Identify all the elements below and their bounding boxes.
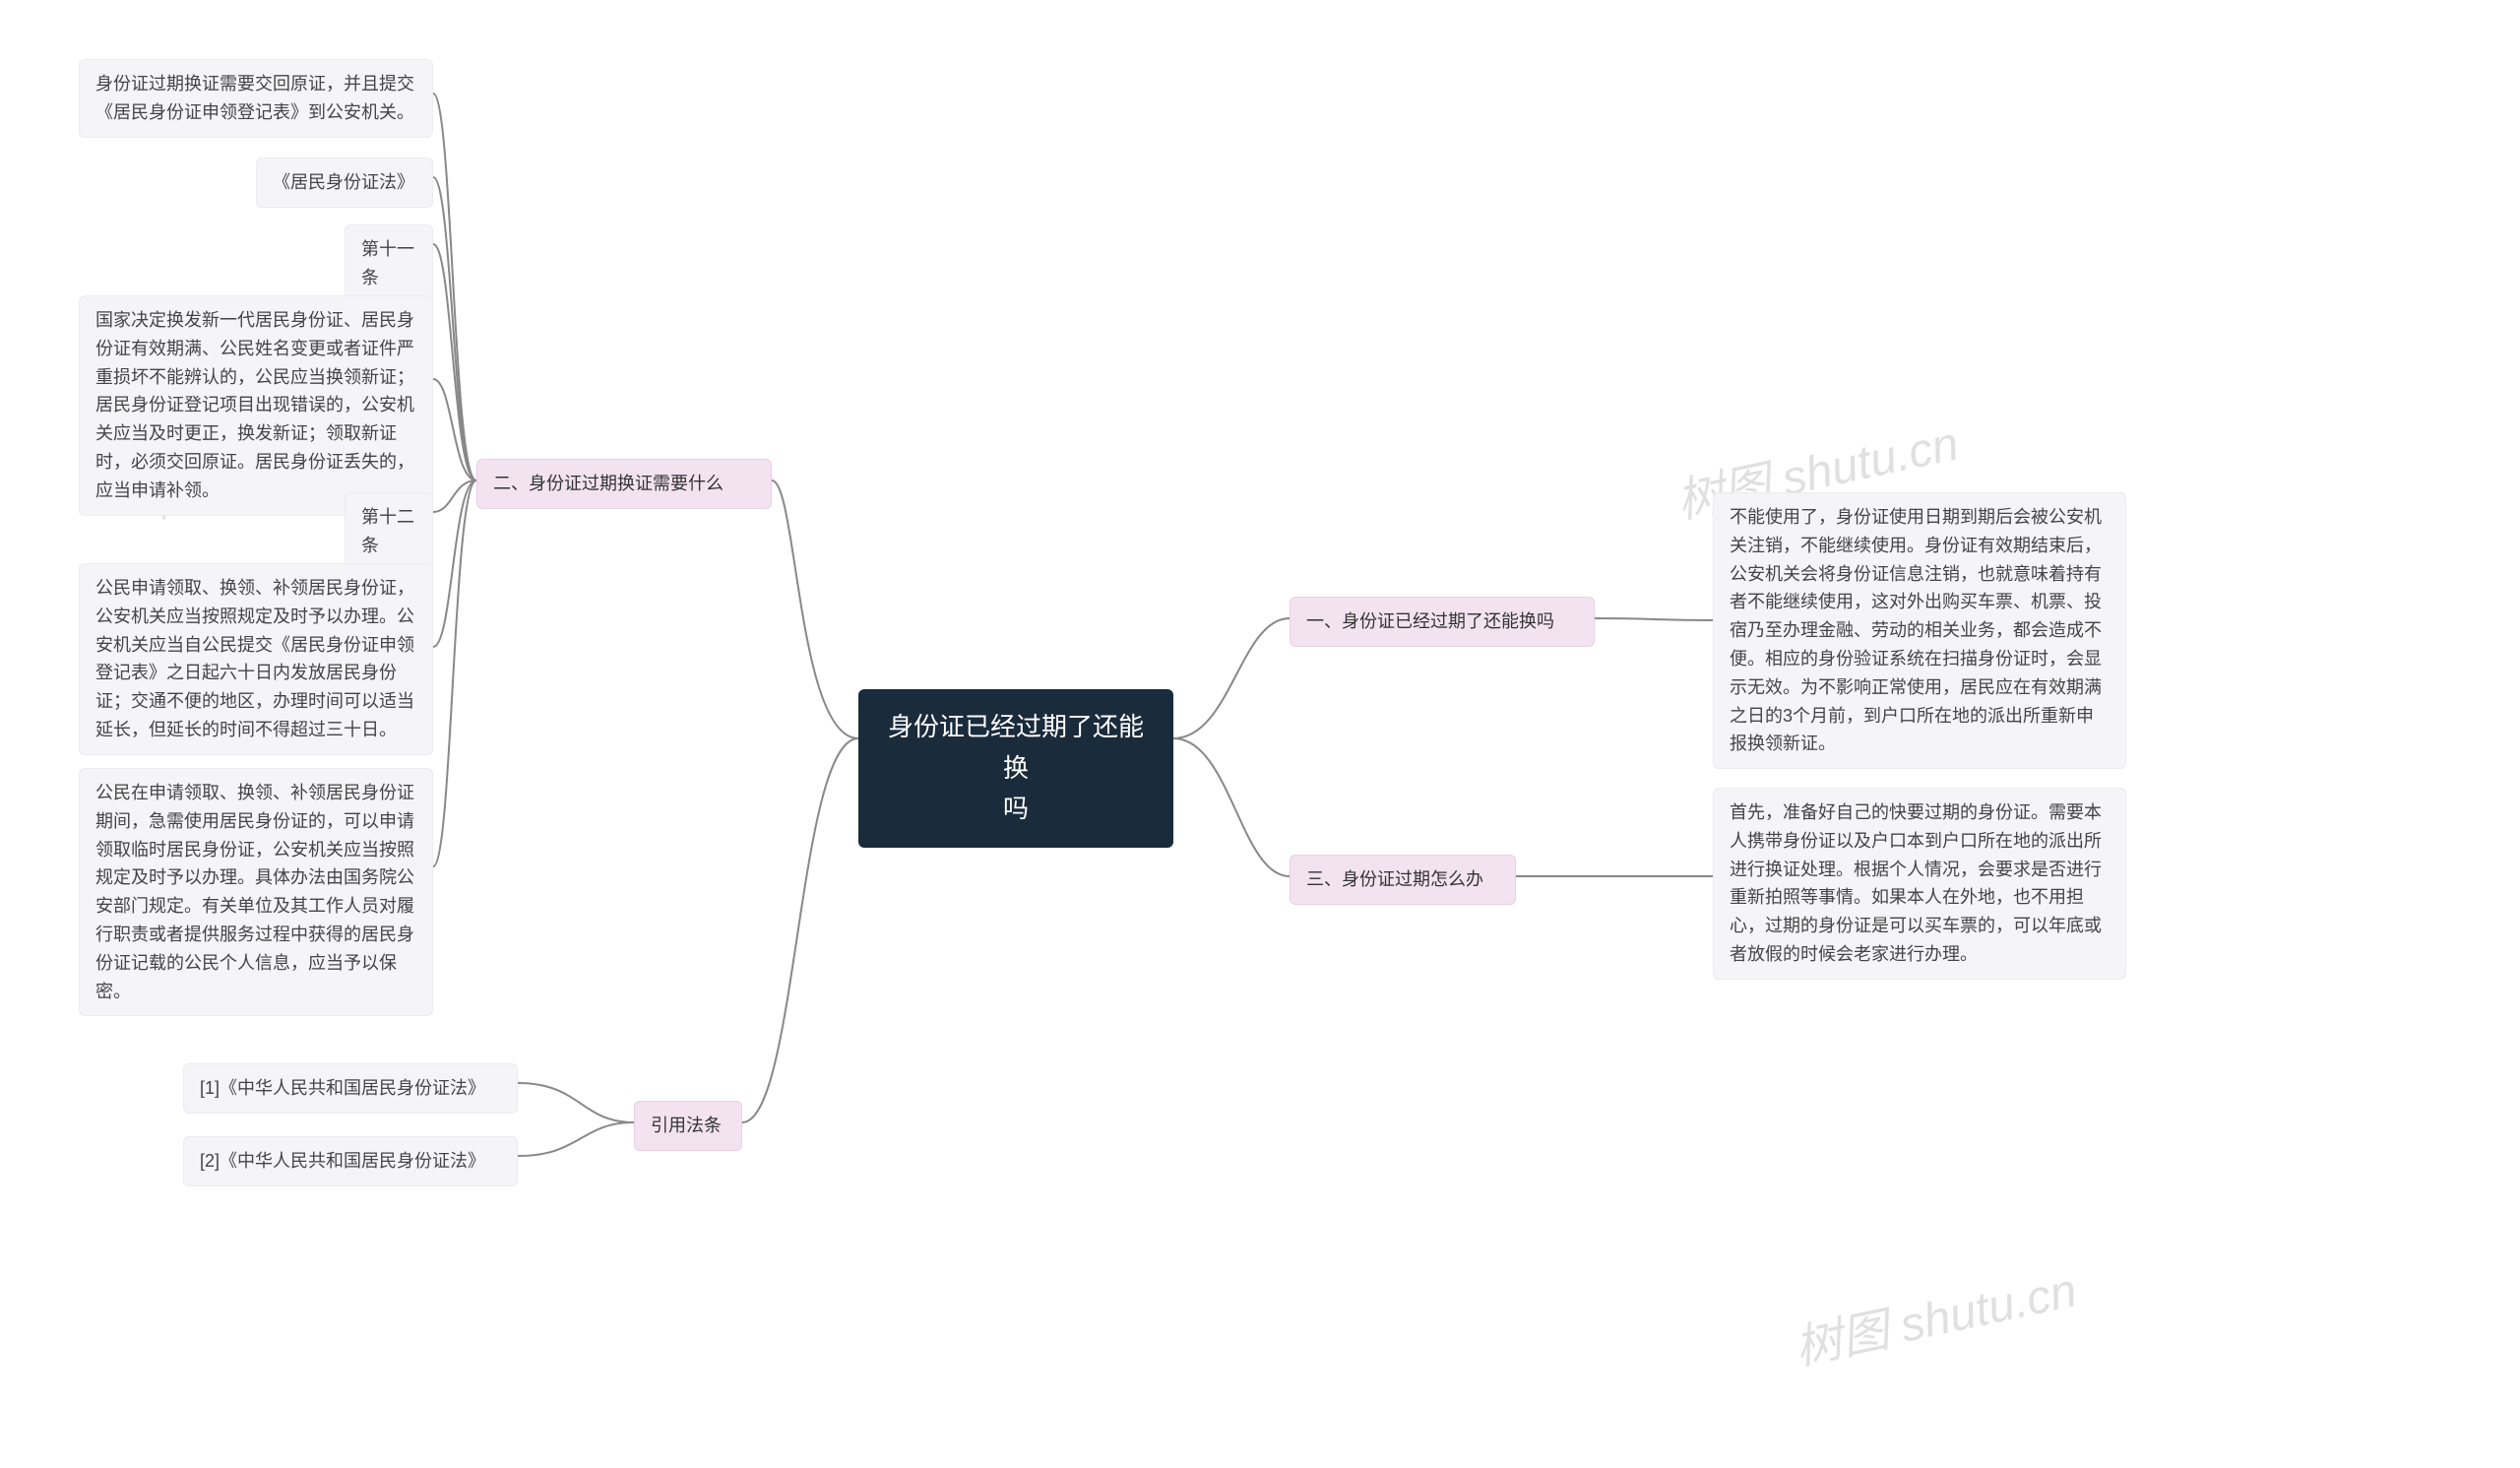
branch-label: 二、身份证过期换证需要什么 <box>493 474 724 493</box>
leaf-text: 公民在申请领取、换领、补领居民身份证期间，急需使用居民身份证的，可以申请领取临时… <box>95 783 414 1001</box>
leaf-text: 第十一条 <box>361 239 414 287</box>
leaf-l1-g[interactable]: 公民在申请领取、换领、补领居民身份证期间，急需使用居民身份证的，可以申请领取临时… <box>79 768 433 1016</box>
branch-right-2[interactable]: 三、身份证过期怎么办 <box>1290 855 1516 905</box>
branch-right-1[interactable]: 一、身份证已经过期了还能换吗 <box>1290 597 1595 647</box>
leaf-text: 首先，准备好自己的快要过期的身份证。需要本人携带身份证以及户口本到户口所在地的派… <box>1730 802 2102 964</box>
leaf-text: 国家决定换发新一代居民身份证、居民身份证有效期满、公民姓名变更或者证件严重损坏不… <box>95 310 414 500</box>
branch-left-2[interactable]: 引用法条 <box>634 1101 742 1151</box>
leaf-l1-d[interactable]: 国家决定换发新一代居民身份证、居民身份证有效期满、公民姓名变更或者证件严重损坏不… <box>79 295 433 516</box>
leaf-l1-b[interactable]: 《居民身份证法》 <box>256 158 433 208</box>
leaf-l1-e[interactable]: 第十二条 <box>345 492 433 571</box>
root-node[interactable]: 身份证已经过期了还能换 吗 <box>858 689 1173 848</box>
leaf-l2-a[interactable]: [1]《中华人民共和国居民身份证法》 <box>183 1063 518 1114</box>
leaf-l1-f[interactable]: 公民申请领取、换领、补领居民身份证，公安机关应当按照规定及时予以办理。公安机关应… <box>79 563 433 755</box>
leaf-text: 身份证过期换证需要交回原证，并且提交《居民身份证申领登记表》到公安机关。 <box>95 74 414 122</box>
branch-label: 三、身份证过期怎么办 <box>1306 869 1483 889</box>
leaf-text: 《居民身份证法》 <box>273 172 414 192</box>
root-text-line1: 身份证已经过期了还能换 <box>888 712 1144 783</box>
leaf-text: 第十二条 <box>361 507 414 555</box>
watermark: 树图 shutu.cn <box>1788 1251 2082 1378</box>
leaf-r2-1[interactable]: 首先，准备好自己的快要过期的身份证。需要本人携带身份证以及户口本到户口所在地的派… <box>1713 788 2126 980</box>
branch-left-1[interactable]: 二、身份证过期换证需要什么 <box>476 459 772 509</box>
leaf-text: 公民申请领取、换领、补领居民身份证，公安机关应当按照规定及时予以办理。公安机关应… <box>95 578 414 739</box>
leaf-text: [2]《中华人民共和国居民身份证法》 <box>200 1151 485 1171</box>
root-text-line2: 吗 <box>1003 794 1029 823</box>
branch-label: 引用法条 <box>651 1116 722 1135</box>
leaf-text: [1]《中华人民共和国居民身份证法》 <box>200 1078 485 1098</box>
branch-label: 一、身份证已经过期了还能换吗 <box>1306 611 1554 631</box>
leaf-text: 不能使用了，身份证使用日期到期后会被公安机关注销，不能继续使用。身份证有效期结束… <box>1730 507 2102 753</box>
leaf-l2-b[interactable]: [2]《中华人民共和国居民身份证法》 <box>183 1136 518 1186</box>
leaf-l1-c[interactable]: 第十一条 <box>345 224 433 303</box>
leaf-l1-a[interactable]: 身份证过期换证需要交回原证，并且提交《居民身份证申领登记表》到公安机关。 <box>79 59 433 138</box>
leaf-r1-1[interactable]: 不能使用了，身份证使用日期到期后会被公安机关注销，不能继续使用。身份证有效期结束… <box>1713 492 2126 769</box>
